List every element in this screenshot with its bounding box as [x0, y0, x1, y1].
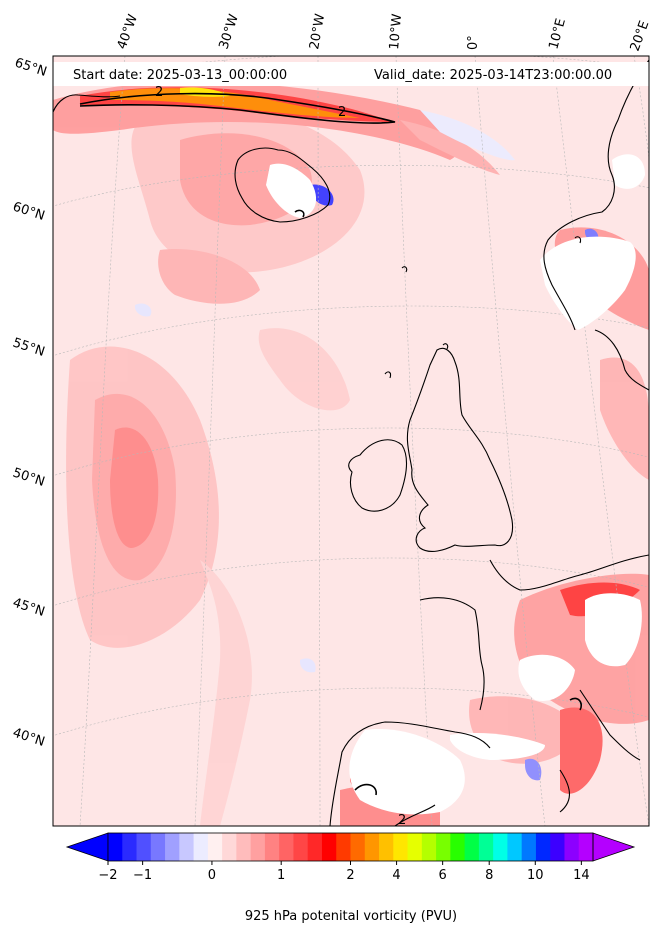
- lat-label: 40°N: [11, 726, 47, 750]
- colorbar-cell: [450, 833, 466, 861]
- colorbar-cell: [264, 833, 280, 861]
- colorbar-tick-label: −1: [133, 868, 152, 883]
- colorbar-cell: [421, 833, 437, 861]
- map-panel: 2 2 2 Start date: 2025-03-13_00:00:00 Va…: [53, 56, 649, 828]
- header-band: [53, 62, 649, 86]
- colorbar-tick-label: 4: [392, 868, 400, 883]
- colorbar-cell: [179, 833, 195, 861]
- colorbar-over-arrow: [592, 832, 636, 862]
- contour-label: 2: [398, 813, 406, 828]
- colorbar-cell: [165, 833, 180, 861]
- colorbar-cell: [350, 833, 366, 861]
- colorbar-cell: [108, 833, 123, 861]
- graticule: [53, 56, 649, 826]
- colorbar-cell: [293, 833, 309, 861]
- start-date: Start date: 2025-03-13_00:00:00: [73, 68, 287, 83]
- lon-label: 20°E: [628, 19, 653, 54]
- colorbar: −2 −1 0 1 2 4 6 8 10 14 925 hPa potenital vortici…: [65, 832, 636, 924]
- colorbar-cell: [507, 833, 523, 861]
- colorbar-cell: [150, 833, 166, 861]
- colorbar-cell: [364, 833, 380, 861]
- colorbar-cell: [521, 833, 537, 861]
- coastlines: [53, 59, 649, 826]
- land-masks: [266, 154, 645, 815]
- colorbar-tick-label: 0: [208, 868, 216, 883]
- colorbar-cell: [493, 833, 508, 861]
- contour-label: 2: [338, 105, 346, 120]
- colorbar-cells: [108, 833, 594, 861]
- colorbar-cell: [393, 833, 409, 861]
- colorbar-tick-label: −2: [98, 868, 117, 883]
- colorbar-cell: [250, 833, 266, 861]
- colorbar-tick-label: 14: [573, 868, 590, 883]
- lon-label: 30°W: [217, 12, 242, 51]
- valid-date: Valid_date: 2025-03-14T23:00:00.00: [374, 68, 612, 83]
- lon-label: 10°W: [387, 13, 405, 50]
- colorbar-tick-label: 6: [439, 868, 447, 883]
- colorbar-cell: [279, 833, 294, 861]
- colorbar-cell: [307, 833, 323, 861]
- colorbar-cell: [336, 833, 351, 861]
- colorbar-cell: [478, 833, 494, 861]
- colorbar-cell: [236, 833, 252, 861]
- colorbar-cell: [122, 833, 138, 861]
- colorbar-cell: [550, 833, 565, 861]
- pv2-contours: [79, 92, 583, 796]
- colorbar-cell: [379, 833, 394, 861]
- colorbar-title: 925 hPa potenital vorticity (PVU): [245, 909, 457, 924]
- lat-label: 65°N: [13, 56, 49, 80]
- lon-label: 0°: [466, 35, 481, 50]
- lat-label: 60°N: [11, 200, 47, 224]
- colorbar-tick-label: 2: [346, 868, 354, 883]
- longitude-labels: 40°W 30°W 20°W 10°W 0° 10°E 20°E: [115, 12, 653, 53]
- colorbar-cell: [535, 833, 551, 861]
- colorbar-cell: [193, 833, 209, 861]
- colorbar-cell: [222, 833, 237, 861]
- colorbar-cell: [436, 833, 451, 861]
- map-frame: [52, 55, 650, 827]
- colorbar-tick-label: 10: [527, 868, 544, 883]
- lon-label: 10°E: [546, 17, 569, 51]
- colorbar-cell: [407, 833, 423, 861]
- lon-label: 20°W: [307, 13, 328, 51]
- colorbar-cell: [207, 833, 223, 861]
- colorbar-ticks: −2 −1 0 1 2 4 6 8 10 14: [98, 861, 590, 883]
- colorbar-tick-label: 1: [277, 868, 285, 883]
- colorbar-cell: [464, 833, 480, 861]
- colorbar-cell: [578, 833, 594, 861]
- lat-label: 55°N: [11, 336, 47, 360]
- colorbar-cell: [321, 833, 337, 861]
- latitude-labels: 65°N 60°N 55°N 50°N 45°N 40°N: [11, 56, 49, 750]
- lat-label: 45°N: [11, 596, 47, 620]
- colorbar-tick-label: 8: [485, 868, 493, 883]
- colorbar-cell: [564, 833, 580, 861]
- lat-label: 50°N: [11, 466, 47, 490]
- colorbar-cell: [136, 833, 152, 861]
- contour-label: 2: [155, 85, 163, 100]
- lon-label: 40°W: [115, 12, 141, 51]
- colorbar-under-arrow: [65, 832, 109, 862]
